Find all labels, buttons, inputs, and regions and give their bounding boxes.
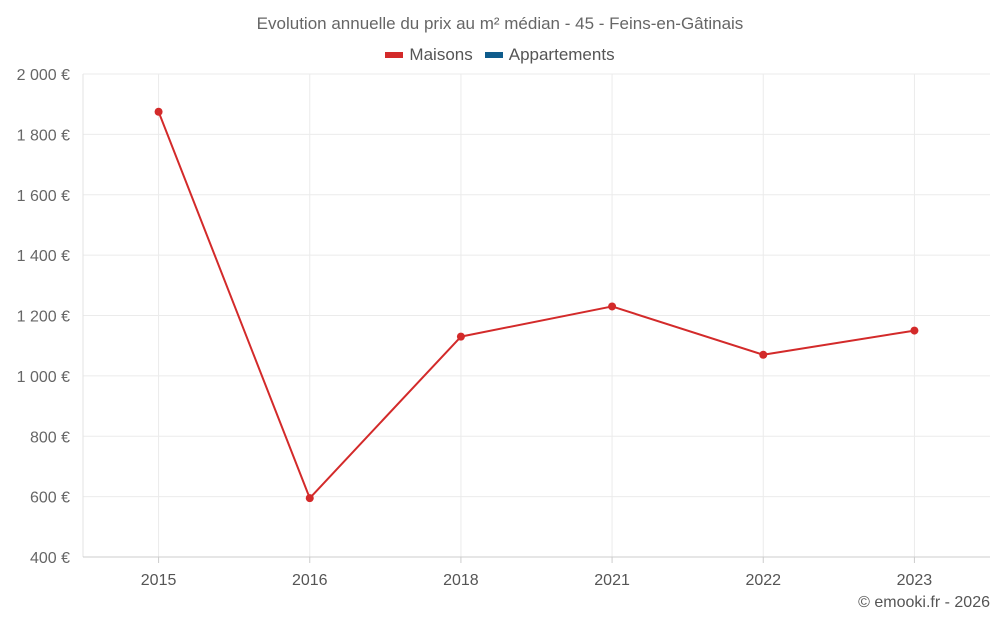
x-tick-label: 2022 — [745, 572, 781, 589]
legend-item-maisons[interactable]: Maisons — [385, 45, 473, 65]
x-tick-label: 2015 — [141, 572, 177, 589]
y-tick-label: 1 400 € — [17, 248, 70, 265]
data-point-2015[interactable] — [154, 107, 163, 116]
chart-legend: Maisons Appartements — [0, 45, 1000, 65]
y-tick-label: 600 € — [30, 490, 70, 507]
legend-label-maisons: Maisons — [409, 45, 473, 64]
legend-swatch-maisons — [385, 52, 404, 58]
x-tick-label: 2021 — [594, 572, 630, 589]
x-tick-label: 2018 — [443, 572, 479, 589]
y-tick-label: 1 200 € — [17, 309, 70, 326]
x-tick-label: 2023 — [897, 572, 933, 589]
y-tick-label: 1 600 € — [17, 188, 70, 205]
credit-text: © emooki.fr - 2026 — [858, 594, 990, 611]
x-tick-label: 2016 — [292, 572, 328, 589]
y-tick-label: 400 € — [30, 550, 70, 567]
legend-swatch-appartements — [484, 52, 503, 58]
y-tick-label: 800 € — [30, 429, 70, 446]
data-point-2021[interactable] — [608, 302, 617, 311]
y-tick-label: 2 000 € — [17, 67, 70, 84]
data-point-2018[interactable] — [456, 332, 465, 341]
y-tick-label: 1 800 € — [17, 127, 70, 144]
legend-item-appartements[interactable]: Appartements — [484, 45, 615, 65]
legend-label-appartements: Appartements — [508, 45, 615, 64]
data-point-2016[interactable] — [305, 494, 314, 503]
series-line-maisons — [157, 111, 915, 500]
data-point-2022[interactable] — [759, 350, 768, 359]
y-tick-label: 1 000 € — [17, 369, 70, 386]
data-point-2023[interactable] — [910, 326, 919, 335]
chart-title: Evolution annuelle du prix au m² médian … — [256, 14, 744, 33]
